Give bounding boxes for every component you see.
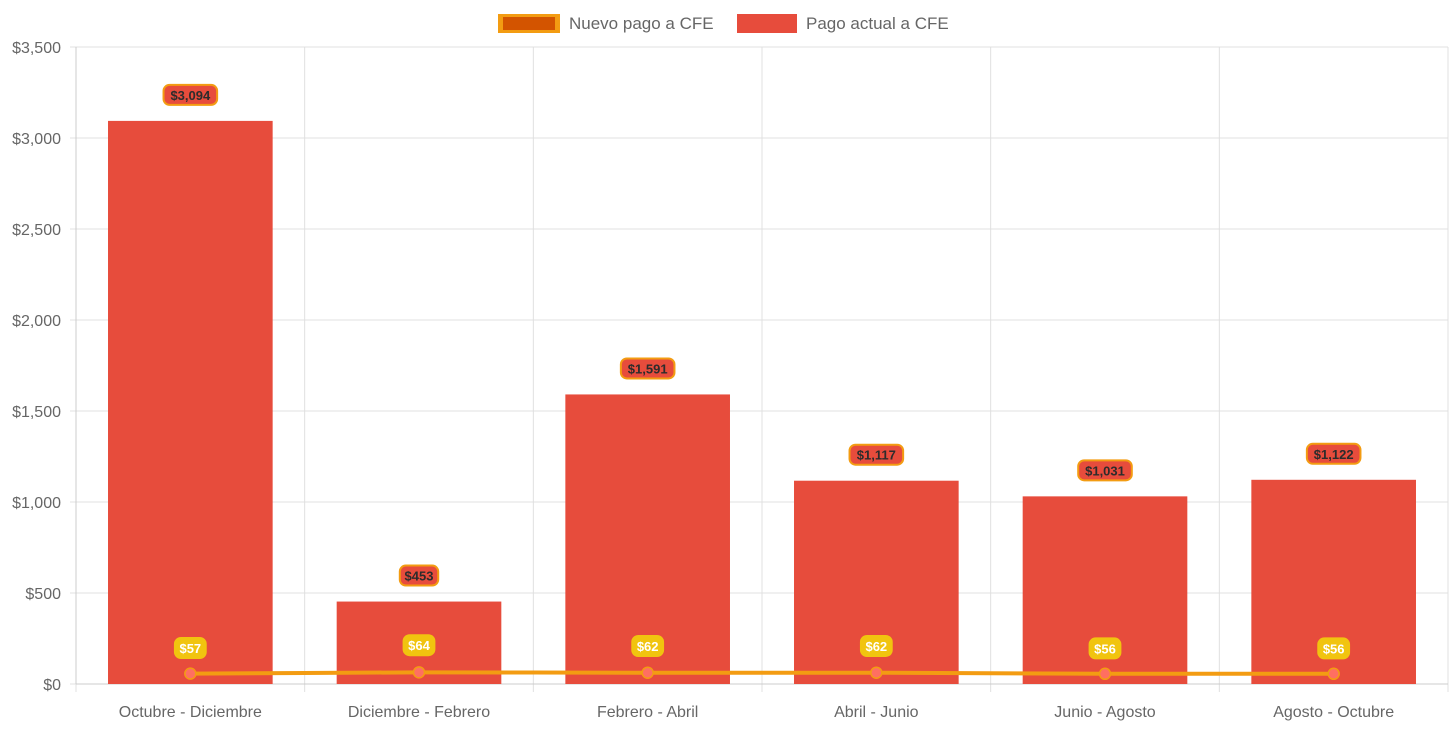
- legend[interactable]: Nuevo pago a CFE Pago actual a CFE: [498, 14, 949, 33]
- y-tick-label: $500: [25, 586, 61, 603]
- data-label: $453: [405, 569, 434, 584]
- y-tick-label: $1,000: [12, 495, 61, 512]
- x-tick-label: Febrero - Abril: [597, 704, 698, 721]
- data-label-bg: [848, 443, 905, 466]
- x-tick-label: Octubre - Diciembre: [119, 704, 262, 721]
- y-tick-label: $2,500: [12, 222, 61, 239]
- data-label: $3,094: [170, 88, 211, 103]
- data-label: $1,122: [1314, 447, 1354, 462]
- y-tick-label: $0: [43, 677, 61, 694]
- line-series: [184, 666, 1340, 681]
- data-label: $62: [865, 639, 887, 654]
- data-label: $56: [1323, 641, 1345, 656]
- line-point[interactable]: [1098, 667, 1112, 681]
- bar[interactable]: [108, 120, 273, 685]
- data-label-bg: [1077, 459, 1133, 482]
- data-label-bg: [173, 637, 207, 659]
- data-label: $1,031: [1085, 463, 1125, 478]
- data-label: $1,591: [628, 361, 668, 376]
- legend-label-current[interactable]: Pago actual a CFE: [806, 14, 949, 33]
- line-point[interactable]: [641, 666, 654, 679]
- y-tick-label: $3,000: [12, 131, 61, 148]
- x-tick-label: Junio - Agosto: [1054, 704, 1156, 721]
- data-label-bg: [1088, 637, 1122, 660]
- y-tick-label: $2,000: [12, 313, 61, 330]
- data-label: $57: [179, 641, 201, 656]
- data-label: $1,117: [857, 448, 896, 463]
- data-label: $62: [637, 639, 659, 654]
- y-tick-label: $1,500: [12, 404, 61, 421]
- x-tick-label: Agosto - Octubre: [1273, 704, 1394, 721]
- data-labels: $3,094 $453 $1,591 $1,117 $1,031 $1,122 $57 $64…: [162, 83, 1362, 660]
- bar-series: [108, 120, 1416, 685]
- y-tick-label: $3,500: [12, 40, 61, 57]
- data-label-bg: [859, 635, 893, 657]
- data-label-bg: [631, 635, 665, 657]
- line-point[interactable]: [870, 666, 883, 679]
- data-label-bg: [398, 564, 440, 587]
- data-label-bg: [162, 83, 219, 106]
- data-label-bg: [619, 357, 676, 380]
- x-tick-label: Diciembre - Febrero: [348, 704, 490, 721]
- y-axis: $0 $500 $1,000 $1,500 $2,000 $2,500 $3,000 $3,5…: [12, 40, 77, 694]
- legend-swatch-current[interactable]: [737, 14, 797, 33]
- line-point[interactable]: [412, 666, 426, 679]
- data-label-bg: [402, 634, 436, 657]
- grid-lines: [75, 46, 1449, 692]
- x-tick-label: Abril - Junio: [834, 704, 919, 721]
- data-label: $64: [408, 638, 430, 653]
- data-label-bg: [1305, 442, 1362, 465]
- line-point[interactable]: [184, 667, 197, 680]
- line-path: [190, 670, 1334, 676]
- x-axis: Octubre - Diciembre Diciembre - Febrero Fe…: [76, 683, 1448, 721]
- legend-swatch-new-inner: [503, 17, 555, 30]
- line-point[interactable]: [1327, 667, 1340, 681]
- data-label: $56: [1094, 641, 1116, 656]
- data-label-bg: [1317, 637, 1351, 660]
- legend-label-new[interactable]: Nuevo pago a CFE: [569, 14, 714, 33]
